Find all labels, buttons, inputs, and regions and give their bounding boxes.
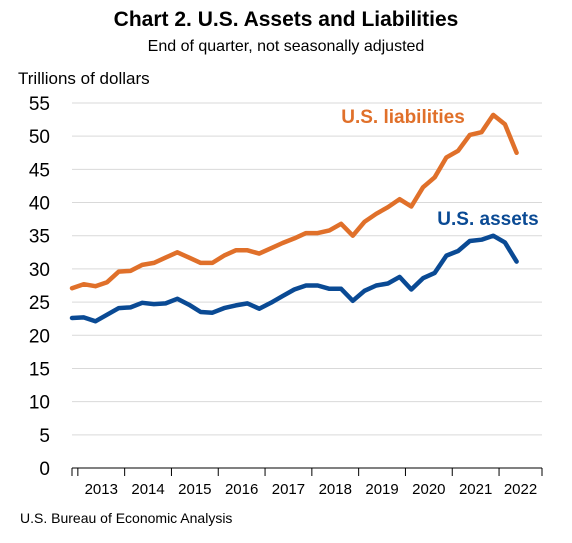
- chart-title: Chart 2. U.S. Assets and Liabilities: [113, 8, 459, 31]
- y-tick-label: 40: [29, 194, 50, 215]
- x-tick-label: 2022: [504, 481, 537, 498]
- series-label-liabilities: U.S. liabilities: [341, 107, 465, 128]
- x-tick-label: 2017: [272, 481, 305, 498]
- y-tick-label: 15: [29, 359, 50, 380]
- x-tick-label: 2020: [412, 481, 445, 498]
- series-label-assets: U.S. assets: [437, 209, 538, 230]
- x-tick-label: 2021: [459, 481, 492, 498]
- y-tick-label: 25: [29, 293, 50, 314]
- x-tick-label: 2013: [85, 481, 118, 498]
- y-tick-label: 55: [29, 94, 50, 115]
- y-tick-label: 0: [39, 459, 50, 480]
- x-tick-label: 2015: [178, 481, 211, 498]
- x-tick-label: 2018: [319, 481, 352, 498]
- x-tick-label: 2019: [365, 481, 398, 498]
- y-tick-label: 50: [29, 127, 50, 148]
- series-line: [69, 112, 519, 291]
- x-tick-label: 2014: [131, 481, 164, 498]
- y-tick-label: 35: [29, 227, 50, 248]
- y-tick-label: 5: [39, 426, 50, 447]
- source-note: U.S. Bureau of Economic Analysis: [20, 510, 233, 526]
- y-tick-label: 20: [29, 326, 50, 347]
- x-tick-label: 2016: [225, 481, 258, 498]
- series-line: [69, 233, 519, 324]
- y-axis-label: Trillions of dollars: [18, 69, 150, 88]
- y-tick-label: 10: [29, 393, 50, 414]
- y-tick-label: 45: [29, 160, 50, 181]
- y-tick-label: 30: [29, 260, 50, 281]
- chart-subtitle: End of quarter, not seasonally adjusted: [147, 38, 425, 55]
